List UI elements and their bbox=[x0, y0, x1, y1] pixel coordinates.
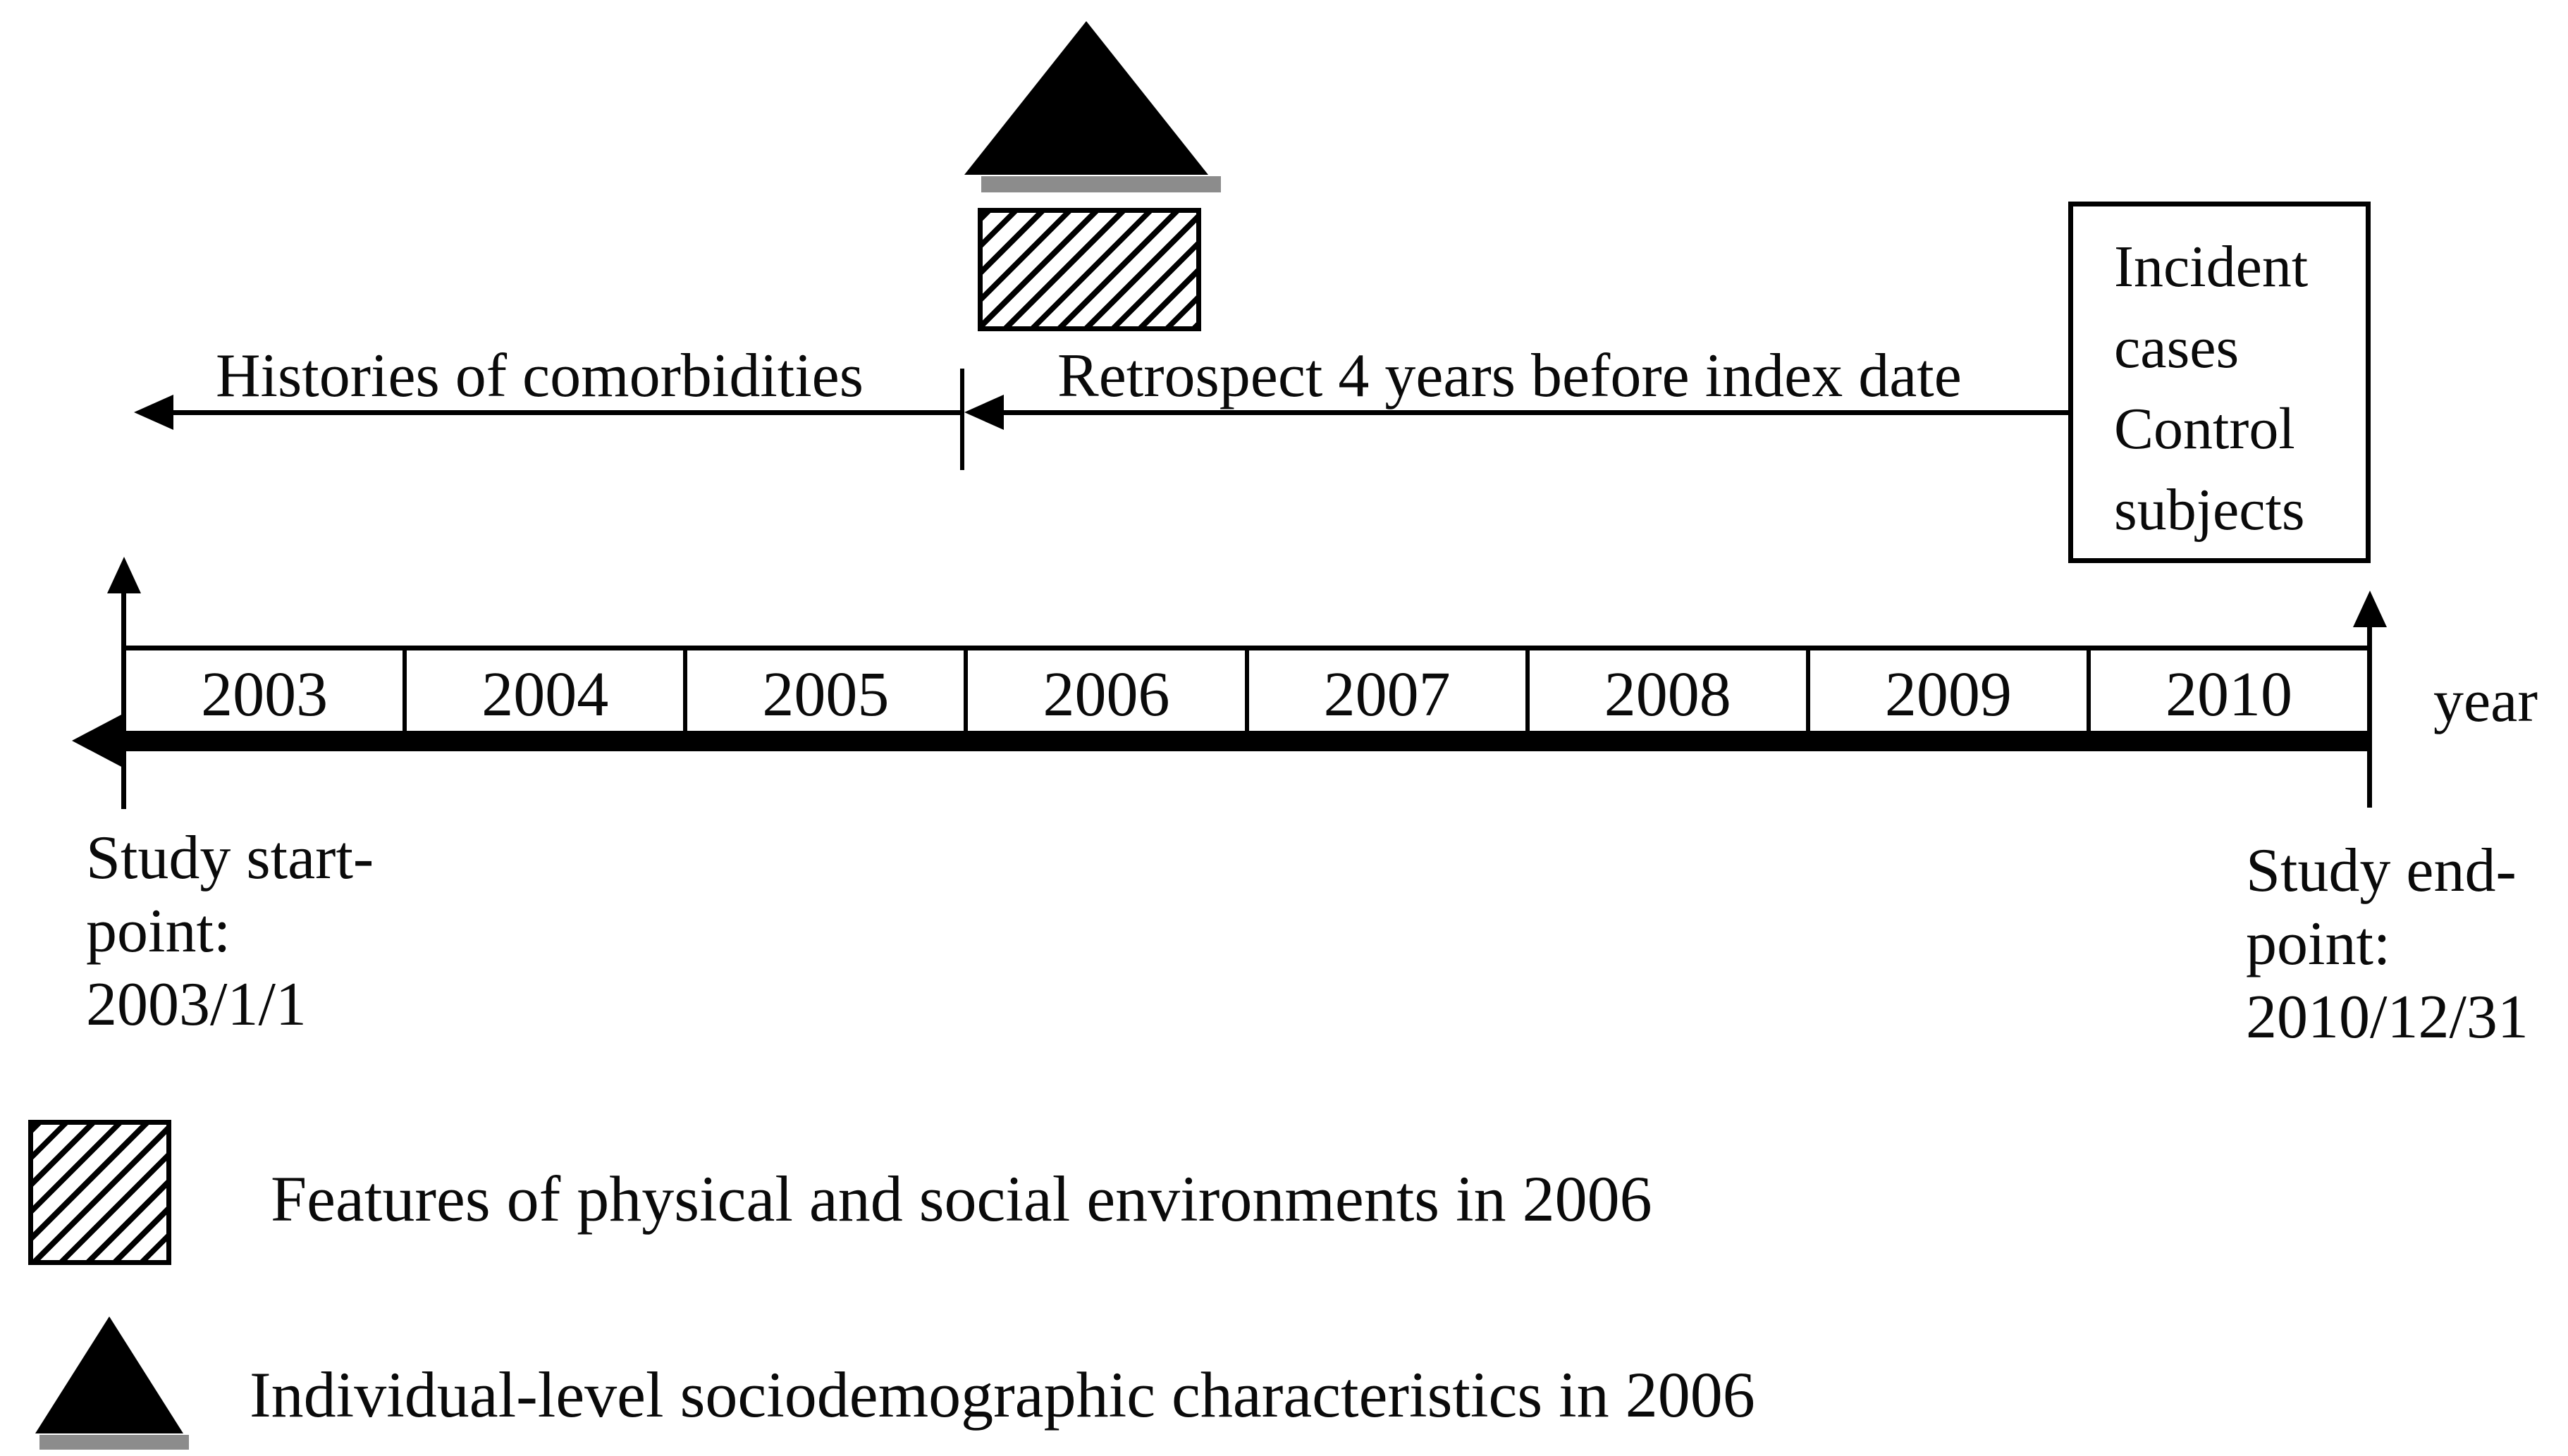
histories-arrow-label: Histories of comorbidities bbox=[216, 342, 864, 410]
study-end-line: Study end- bbox=[2246, 837, 2517, 905]
year-cell: 2009 bbox=[1810, 650, 2091, 731]
histories-arrowhead-icon bbox=[134, 395, 173, 430]
sociodemographic-triangle-icon bbox=[964, 21, 1208, 175]
timeline-arrowhead-icon bbox=[72, 713, 124, 768]
year-cell: 2006 bbox=[968, 650, 1249, 731]
year-cell: 2008 bbox=[1529, 650, 1810, 731]
legend-hatched-square-icon bbox=[28, 1120, 171, 1265]
triangle-shadow bbox=[981, 176, 1221, 192]
year-cell: 2007 bbox=[1248, 650, 1530, 731]
retrospect-arrow-line bbox=[1000, 410, 2070, 415]
year-cell: 2003 bbox=[126, 650, 407, 731]
start-axis-arrowhead-icon bbox=[107, 557, 141, 593]
timeline-year-row: 2003 2004 2005 2006 2007 2008 2009 2010 bbox=[126, 646, 2367, 731]
index-date-tick bbox=[960, 369, 964, 470]
incident-box-line: cases bbox=[2114, 315, 2240, 381]
incident-cases-box: Incident cases Control subjects bbox=[2068, 202, 2371, 563]
end-axis-arrowhead-icon bbox=[2353, 591, 2387, 627]
incident-box-line: subjects bbox=[2114, 477, 2305, 543]
retrospect-arrowhead-icon bbox=[964, 395, 1004, 430]
study-start-line: Study start- bbox=[86, 824, 374, 892]
year-cell: 2005 bbox=[687, 650, 969, 731]
year-cell: 2004 bbox=[407, 650, 688, 731]
incident-box-line: Control bbox=[2114, 396, 2295, 462]
legend-label-environment: Features of physical and social environm… bbox=[271, 1163, 1652, 1235]
study-start-line: point: bbox=[86, 897, 231, 965]
legend-triangle-shadow bbox=[39, 1435, 189, 1450]
study-end-line: 2010/12/31 bbox=[2246, 983, 2529, 1051]
retrospect-arrow-label: Retrospect 4 years before index date bbox=[1057, 342, 1962, 410]
study-start-line: 2003/1/1 bbox=[86, 970, 307, 1039]
legend-black-triangle-icon bbox=[35, 1316, 183, 1433]
incident-box-line: Incident bbox=[2114, 234, 2309, 300]
legend-label-sociodemographic: Individual-level sociodemographic charac… bbox=[250, 1359, 1755, 1431]
environment-hatched-box-icon bbox=[978, 208, 1201, 331]
histories-arrow-line bbox=[169, 410, 962, 415]
study-end-line: point: bbox=[2246, 910, 2391, 978]
year-cell: 2010 bbox=[2090, 650, 2367, 731]
study-end-label: Study end- point: 2010/12/31 bbox=[2246, 834, 2529, 1054]
year-axis-label: year bbox=[2433, 667, 2538, 734]
study-start-label: Study start- point: 2003/1/1 bbox=[86, 822, 374, 1042]
end-axis-line bbox=[2367, 624, 2372, 808]
timeline-bar bbox=[123, 731, 2370, 751]
start-axis-line bbox=[121, 591, 126, 809]
